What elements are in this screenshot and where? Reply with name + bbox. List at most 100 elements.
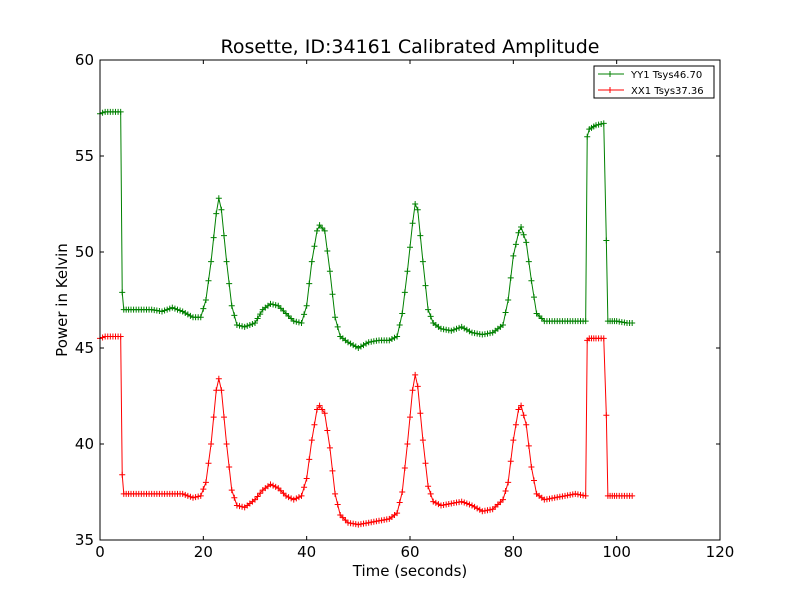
data-point-marker [226,280,233,287]
data-point-marker [500,496,506,503]
data-point-marker [288,495,295,502]
data-point-marker [394,333,401,340]
data-point-marker [280,490,287,497]
data-point-marker [515,229,522,236]
x-tick-label: 40 [297,543,316,561]
legend-entry-yy1: YY1 Tsys46.70 [598,70,702,81]
x-tick-label: 120 [706,543,735,561]
data-point-marker [184,311,191,318]
data-point-marker [241,323,248,330]
data-point-marker [197,492,204,499]
data-point-marker [208,258,215,265]
data-point-marker [197,314,204,321]
y-tick-label: 55 [75,147,94,165]
data-point-marker [316,222,323,229]
data-point-marker [301,311,308,318]
data-point-marker [394,510,401,517]
legend-marker-xx1 [607,87,613,93]
data-point-marker [187,312,194,319]
data-point-marker [249,321,256,327]
data-point-marker [303,475,310,482]
data-point-marker [213,387,220,394]
data-point-marker [396,321,403,328]
data-point-marker [298,492,305,499]
data-point-marker [476,506,483,513]
data-point-marker [293,318,300,325]
data-point-marker [396,499,403,506]
data-point-marker [208,441,215,447]
data-point-marker [321,227,328,234]
legend-label-yy1: YY1 Tsys46.70 [630,70,702,81]
data-point-marker [386,337,393,344]
data-point-marker [414,206,421,213]
data-point-marker [342,517,349,524]
data-point-marker [463,326,470,333]
data-point-marker [231,494,238,501]
data-point-marker [272,483,279,490]
data-point-marker [283,492,289,499]
data-point-marker [401,289,408,296]
legend-entry-xx1: XX1 Tsys37.36 [598,86,704,97]
data-point-marker [324,248,331,255]
data-point-marker [512,241,519,248]
data-point-marker [598,121,605,127]
data-point-marker [600,120,607,127]
data-point-marker [450,326,457,333]
data-point-marker [236,322,243,329]
data-point-marker [321,410,328,417]
data-point-marker [205,277,212,284]
data-point-marker [252,496,258,503]
data-point-marker [205,460,212,467]
data-point-marker [401,465,408,471]
data-point-marker [223,441,230,447]
data-point-marker [417,232,424,239]
data-point-marker [308,437,315,444]
data-point-marker [520,231,527,238]
x-tick-label: 80 [504,543,523,561]
data-point-marker [435,501,442,508]
series-xx1 [97,333,636,528]
data-point-marker [218,206,225,213]
data-point-marker [184,492,191,499]
data-point-marker [466,328,473,335]
data-point-marker [215,375,222,382]
data-point-marker [277,305,284,312]
data-point-marker [99,109,106,116]
plot-area [97,108,636,528]
data-point-marker [502,488,509,495]
data-point-marker [164,306,171,313]
data-point-marker [584,133,591,140]
data-point-marker [236,503,243,510]
data-point-marker [414,383,421,390]
data-point-marker [272,302,279,309]
data-point-marker [360,342,367,349]
data-point-marker [352,343,359,350]
data-point-marker [407,244,413,251]
y-tick-label: 35 [75,531,94,549]
data-point-marker [422,460,429,467]
data-point-marker [502,309,509,316]
data-point-marker [334,501,341,508]
data-point-marker [399,489,406,495]
data-point-marker [326,444,333,451]
data-point-marker [308,258,315,265]
data-point-marker [339,514,346,521]
data-point-marker [275,302,282,309]
data-point-marker [233,321,240,328]
data-point-marker [593,122,599,129]
data-point-marker [301,484,308,491]
data-point-marker [471,503,478,510]
data-point-marker [419,437,426,444]
data-point-marker [463,500,470,507]
data-point-marker [161,307,168,314]
data-point-marker [218,387,225,394]
data-point-marker [117,108,124,115]
data-point-marker [179,490,186,497]
data-point-marker [119,289,126,296]
data-point-marker [254,493,261,500]
data-point-marker [319,406,326,413]
data-point-marker [474,505,481,512]
data-point-marker [285,494,292,501]
data-point-marker [536,313,543,319]
